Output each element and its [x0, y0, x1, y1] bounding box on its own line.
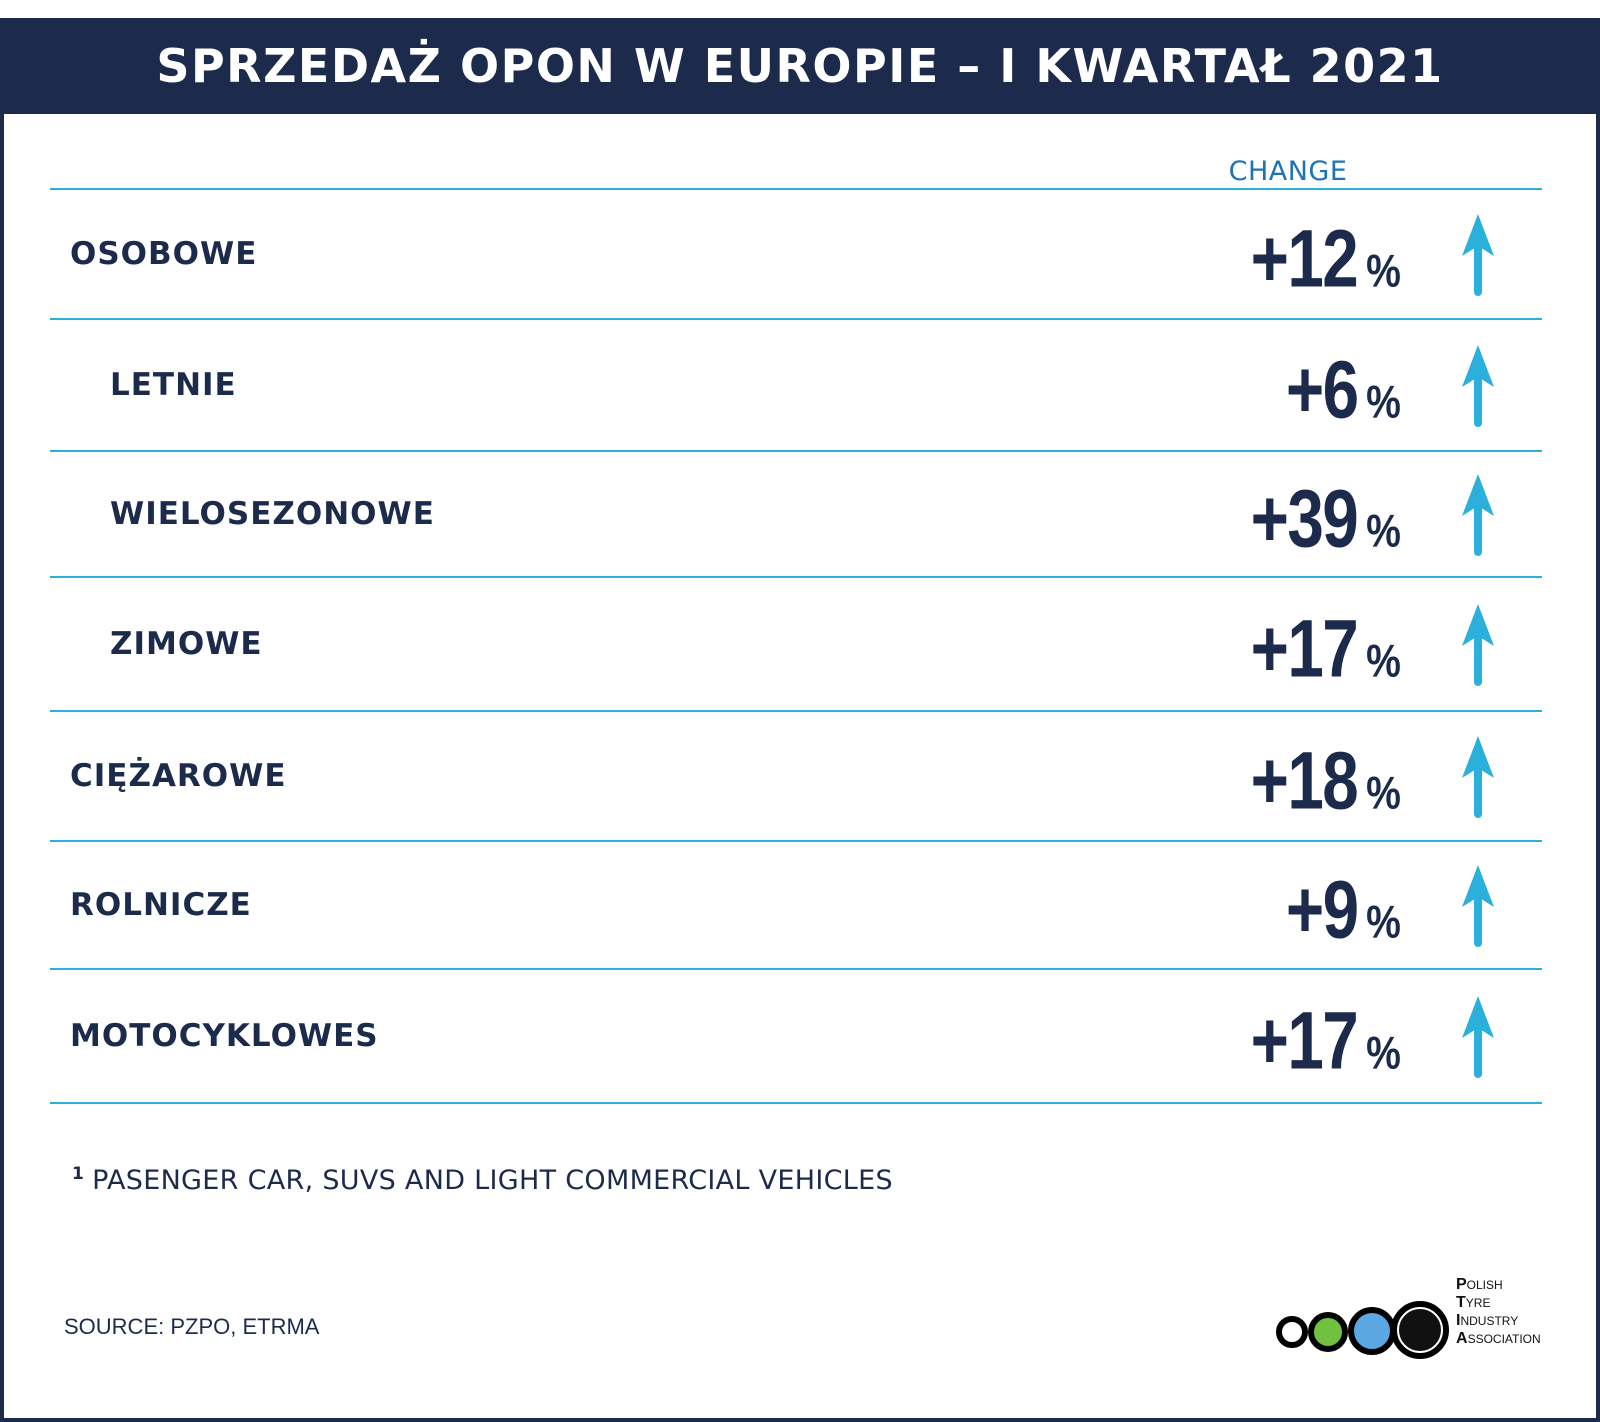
- page-title: SPRZEDAŻ OPON W EUROPIE – I KWARTAŁ 2021: [4, 18, 1596, 114]
- row-change-value: +17%: [1224, 995, 1404, 1089]
- footnote: 1 PASENGER CAR, SUVS AND LIGHT COMMERCIAL…: [72, 1164, 893, 1196]
- logo-circle: [1308, 1312, 1348, 1352]
- logo-initial: A: [1456, 1330, 1468, 1347]
- percent-unit: %: [1366, 244, 1401, 297]
- logo-circles-icon: [1276, 1301, 1449, 1359]
- logo-word-rest: OLISH: [1466, 1278, 1503, 1292]
- table-row: OSOBOWE +12%: [50, 190, 1542, 318]
- logo-initial: I: [1456, 1312, 1461, 1329]
- logo-word-rest: SSOCIATION: [1467, 1332, 1541, 1346]
- footnote-text: PASENGER CAR, SUVS AND LIGHT COMMERCIAL …: [92, 1165, 893, 1196]
- logo-text: POLISH TYRE INDUSTRY ASSOCIATION: [1456, 1276, 1541, 1348]
- percent-unit: %: [1366, 634, 1401, 687]
- table-row: CIĘŻAROWE +18%: [50, 712, 1542, 840]
- logo-circle: [1276, 1316, 1308, 1348]
- row-change-value: +17%: [1224, 603, 1404, 697]
- logo-text-line: POLISH: [1456, 1276, 1541, 1294]
- row-divider: [50, 450, 1542, 452]
- source-note: SOURCE: PZPO, ETRMA: [64, 1314, 320, 1339]
- change-number: +6: [1285, 344, 1358, 436]
- change-number: +17: [1250, 603, 1359, 695]
- percent-unit: %: [1366, 895, 1401, 948]
- row-label: MOTOCYKLOWES: [70, 1018, 379, 1054]
- change-number: +17: [1250, 995, 1359, 1087]
- logo-circle-ring: [1397, 1307, 1443, 1353]
- row-label: OSOBOWE: [70, 236, 258, 272]
- table-row: ZIMOWE +17%: [50, 578, 1542, 710]
- arrow-up-icon: [1462, 604, 1494, 686]
- logo-text-line: TYRE: [1456, 1294, 1541, 1312]
- row-change-value: +12%: [1224, 213, 1404, 307]
- ptia-logo: POLISH TYRE INDUSTRY ASSOCIATION: [1276, 1276, 1566, 1376]
- table-row: MOTOCYKLOWES +17%: [50, 970, 1542, 1102]
- logo-text-line: INDUSTRY: [1456, 1312, 1541, 1330]
- row-label: WIELOSEZONOWE: [110, 496, 435, 532]
- arrow-up-icon: [1462, 345, 1494, 427]
- row-label: LETNIE: [110, 367, 237, 403]
- row-label: ROLNICZE: [70, 887, 252, 923]
- arrow-up-icon: [1462, 865, 1494, 947]
- row-divider: [50, 576, 1542, 578]
- arrow-up-icon: [1462, 996, 1494, 1078]
- table-row: LETNIE +6%: [50, 320, 1542, 450]
- logo-word-rest: NDUSTRY: [1460, 1314, 1519, 1328]
- logo-text-line: ASSOCIATION: [1456, 1330, 1541, 1348]
- row-divider: [50, 968, 1542, 970]
- row-divider: [50, 1102, 1542, 1104]
- row-divider: [50, 318, 1542, 320]
- change-column-header: CHANGE: [1228, 156, 1348, 187]
- arrow-up-icon: [1462, 736, 1494, 818]
- row-divider: [50, 710, 1542, 712]
- infographic-frame: SPRZEDAŻ OPON W EUROPIE – I KWARTAŁ 2021…: [0, 18, 1600, 1422]
- row-change-value: +18%: [1224, 735, 1404, 829]
- change-number: +18: [1250, 735, 1359, 827]
- row-label: CIĘŻAROWE: [70, 758, 287, 794]
- percent-unit: %: [1366, 504, 1401, 557]
- change-number: +12: [1250, 213, 1359, 305]
- table-row: ROLNICZE +9%: [50, 842, 1542, 968]
- logo-initial: T: [1456, 1294, 1466, 1311]
- row-divider: [50, 188, 1542, 190]
- percent-unit: %: [1366, 375, 1401, 428]
- footnote-marker: 1: [72, 1164, 85, 1184]
- logo-word-rest: YRE: [1465, 1296, 1491, 1310]
- logo-circle: [1348, 1307, 1396, 1355]
- percent-unit: %: [1366, 1026, 1401, 1079]
- change-number: +39: [1250, 473, 1359, 565]
- row-change-value: +6%: [1268, 344, 1404, 438]
- row-divider: [50, 840, 1542, 842]
- row-change-value: +9%: [1268, 864, 1404, 958]
- change-number: +9: [1285, 864, 1358, 956]
- percent-unit: %: [1366, 766, 1401, 819]
- row-label: ZIMOWE: [110, 626, 263, 662]
- table-row: WIELOSEZONOWE +39%: [50, 452, 1542, 576]
- logo-circle: [1391, 1301, 1449, 1359]
- logo-initial: P: [1456, 1276, 1467, 1293]
- arrow-up-icon: [1462, 474, 1494, 556]
- row-change-value: +39%: [1224, 473, 1404, 567]
- arrow-up-icon: [1462, 214, 1494, 296]
